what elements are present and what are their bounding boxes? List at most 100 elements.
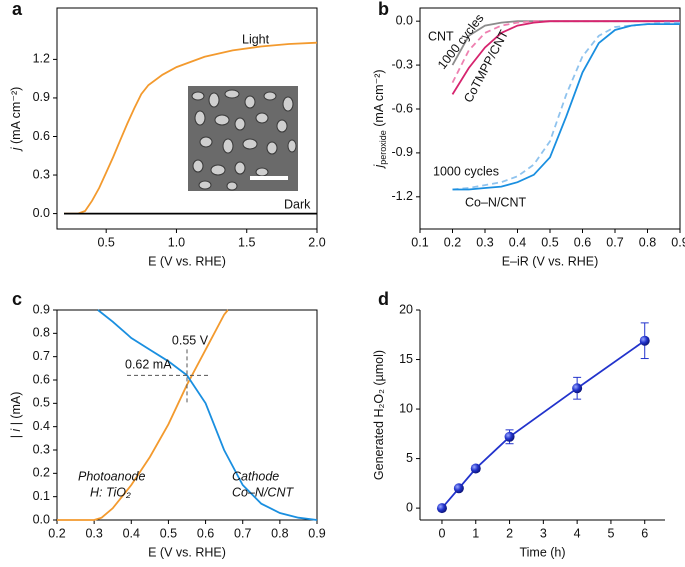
x-tick-label: 0.5 [160,526,177,540]
y-tick-label: 0 [406,500,413,514]
y-axis-unit: (mA) [9,392,23,423]
y-tick-label: 0.2 [33,466,50,480]
x-tick-label: 0.3 [476,235,493,249]
y-tick-label: -1.2 [391,189,413,203]
x-tick-label: 0.5 [541,235,558,249]
x-tick-label: 0.6 [197,526,214,540]
y-axis-symbol: | i | [9,422,23,438]
x-tick-label: 0.2 [444,235,461,249]
panel-label: a [12,0,23,19]
x-tick-label: 1.5 [238,235,255,249]
x-tick-label: 0.6 [574,235,591,249]
x-tick-label: 0.5 [97,235,114,249]
x-tick-label: 6 [641,526,648,540]
plot-frame [56,309,318,521]
data-point [453,483,464,494]
data-line [451,20,680,95]
data-point [436,503,447,514]
x-tick-label: 0.2 [48,526,65,540]
y-axis-title: | i | (mA) [9,392,23,439]
y-tick-label: 0.9 [33,302,50,316]
data-line [97,309,318,521]
y-tick-label: 10 [399,401,413,415]
data-point [639,335,650,346]
y-tick-label: 5 [406,451,413,465]
y-axis-unit: (mA cm⁻²) [9,87,23,148]
x-tick-label: 3 [540,526,547,540]
y-axis-unit: (µmol) [372,350,386,389]
y-axis-unit: (mA cm⁻²) [372,69,386,130]
series-label: 1000 cycles [433,164,499,178]
x-tick-label: 0.1 [411,235,428,249]
data-line [57,309,229,521]
data-point [504,431,515,442]
annotation: Cathode [232,469,279,483]
x-tick-label: 0.8 [639,235,656,249]
x-tick-label: 0.8 [271,526,288,540]
panel: c 0.2 0.3 0.4 0.5 0.6 0.7 0.8 0.9 0.0 0.1 0.2 0.3 0.4… [9,289,325,560]
x-tick-label: 0.7 [606,235,623,249]
panel: a 0.5 1.0 1.5 2.0 0.0 0.3 0.6 0.9 1.2 E (V vs. RHE… [9,0,325,268]
y-tick-label: 0.0 [396,13,413,27]
x-tick-label: 0.4 [123,526,140,540]
y-tick-label: -0.9 [391,145,413,159]
x-tick-label: 0.9 [308,526,325,540]
data-line [452,21,680,191]
data-point [470,463,481,474]
y-tick-label: 0.3 [33,442,50,456]
y-tick-label: 0.6 [33,129,50,143]
y-tick-label: 0.6 [33,372,50,386]
y-axis-symbol: j [372,164,386,170]
x-tick-label: 1 [472,526,479,540]
y-tick-label: 0.4 [33,419,50,433]
y-tick-label: 0.8 [33,326,50,340]
panel: b 0.1 0.2 0.3 0.4 0.5 0.6 0.7 0.8 0.9 0.0 -0.3 -0.6 -… [372,0,685,268]
x-tick-label: 0.3 [85,526,102,540]
x-axis-title: E (V vs. RHE) [148,254,226,268]
y-tick-label: 0.1 [33,489,50,503]
x-tick-label: 0.4 [509,235,526,249]
x-tick-label: 1.0 [168,235,185,249]
crosshair-label: 0.55 V [172,334,209,348]
y-axis-title: j (mA cm⁻²) [9,87,23,153]
data-point [572,383,583,394]
series-label: Co–N/CNT [465,195,526,209]
x-axis-title: E (V vs. RHE) [148,545,226,559]
x-tick-label: 2.0 [308,235,325,249]
data-line [64,41,318,215]
trend-line [441,339,646,509]
y-tick-label: 20 [399,302,413,316]
x-axis-title: E–iR (V vs. RHE) [502,254,599,268]
y-tick-label: 0.0 [33,206,50,220]
y-tick-label: 0.5 [33,396,50,410]
y-tick-label: 0.9 [33,90,50,104]
y-tick-label: -0.3 [391,57,413,71]
x-tick-label: 0.7 [234,526,251,540]
y-tick-label: 0.0 [33,512,50,526]
panel-label: c [12,289,22,309]
y-axis-title: Generated H₂O₂ (µmol) [372,350,386,480]
y-axis-subscript: peroxide [378,130,388,165]
x-tick-label: 4 [574,526,581,540]
data-line [452,23,680,191]
y-axis-symbol: j [9,146,23,152]
x-tick-label: 0 [438,526,445,540]
y-tick-label: 0.3 [33,167,50,181]
y-tick-label: -0.6 [391,101,413,115]
x-tick-label: 0.9 [671,235,685,249]
x-tick-label: 5 [607,526,614,540]
annotation: Photoanode [78,469,145,483]
y-tick-label: 0.7 [33,349,50,363]
y-axis-title: jperoxide (mA cm⁻²) [372,69,388,169]
sem-inset [188,86,298,191]
panel: d 0 1 2 3 4 5 6 0 5 10 15 20 Time (h) Generated H₂O₂ (… [372,289,665,559]
x-tick-label: 2 [506,526,513,540]
y-axis-symbol: Generated H₂O₂ [372,389,386,480]
series-label: Dark [284,197,311,211]
annotation: Co–N/CNT [232,485,294,499]
crosshair-label: 0.62 mA [125,358,172,372]
panel-label: d [378,289,389,309]
x-axis-title: Time (h) [519,545,565,559]
plot-frame [56,7,318,230]
